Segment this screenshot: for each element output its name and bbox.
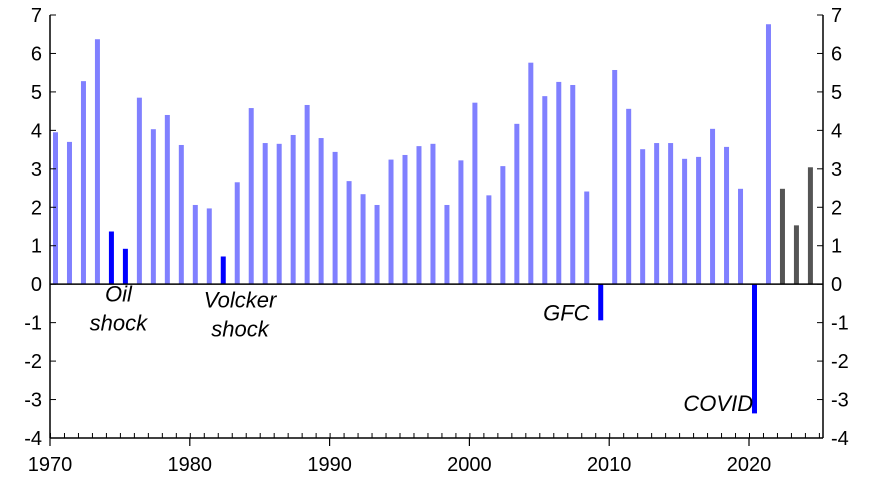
bar-1997 [430,143,436,285]
left-y-tick-label: -2 [24,351,42,373]
bar-2016 [696,156,702,285]
annotation-volcker: Volcker [204,287,278,312]
bar-2015 [682,158,688,285]
bar-2018 [724,146,730,285]
bar-2020 [752,284,757,414]
right-y-tick-label: 2 [831,197,842,219]
right-y-tick-label: -1 [831,313,849,335]
bar-2007 [570,84,576,285]
bar-1981 [206,208,212,285]
bar-2023 [793,225,799,285]
bar-2011 [626,108,632,285]
x-tick-label: 2000 [447,454,492,476]
bar-2006 [556,81,562,285]
bar-1976 [136,97,142,285]
right-y-tick-label: 7 [831,5,842,27]
left-y-tick-label: 1 [31,236,42,258]
left-y-tick-label: 6 [31,43,42,65]
annotation-oil: Oil [105,281,133,306]
annotation-shock: shock [90,310,148,335]
right-y-tick-label: -2 [831,351,849,373]
right-y-tick-label: -4 [831,428,849,450]
bar-1972 [80,81,86,285]
right-y-tick-label: 3 [831,159,842,181]
left-y-tick-label: 7 [31,5,42,27]
right-y-tick-label: 0 [831,274,842,296]
right-y-tick-label: 1 [831,236,842,258]
bar-1998 [444,204,450,285]
chart-marks [53,24,813,414]
left-y-tick-label: 3 [31,159,42,181]
bar-1988 [304,104,310,285]
x-tick-label: 1980 [168,454,213,476]
left-y-tick-label: 4 [31,120,42,142]
bar-1971 [66,141,72,285]
bar-1996 [416,146,422,285]
bar-1975 [122,248,128,285]
bar-2003 [514,123,520,285]
chart-axes: -4 -4 -3 -3 -2 -2 -1 -1 0 0 1 1 2 2 3 3 4 4 5 5 6 6 7 7 1970 1980… [24,5,849,476]
annotation-shock: shock [211,316,269,341]
left-y-tick-label: -1 [24,313,42,335]
left-y-tick-label: -3 [24,390,42,412]
bar-2019 [738,188,744,285]
x-tick-label: 2010 [587,454,632,476]
chart-annotations: Oil shock Volcker shock GFC COVID [90,281,754,416]
bar-1970 [53,132,58,285]
bar-1993 [374,204,380,285]
x-tick-label: 1990 [307,454,352,476]
bar-2000 [472,102,478,285]
bar-1979 [178,144,184,285]
bar-2001 [486,195,492,285]
bar-2013 [654,143,660,285]
bar-2010 [612,69,618,285]
bar-2008 [584,191,590,285]
right-y-tick-label: 4 [831,120,842,142]
right-y-tick-label: -3 [831,390,849,412]
bar-2024 [807,167,813,285]
bar-1991 [346,181,352,285]
bar-2021 [765,24,771,285]
annotation-covid: COVID [683,391,753,416]
left-y-tick-label: -4 [24,428,42,450]
annotation-gfc: GFC [543,301,590,326]
x-tick-label: 2020 [727,454,772,476]
right-y-tick-label: 5 [831,82,842,104]
bar-1995 [402,154,408,285]
bar-1973 [94,39,100,285]
bar-1990 [332,151,338,285]
bar-1999 [458,160,464,285]
bar-1974 [108,231,114,285]
bar-2014 [668,143,674,285]
left-y-tick-label: 5 [31,82,42,104]
x-tick-label: 1970 [28,454,73,476]
bar-1989 [318,138,324,285]
right-y-tick-label: 6 [831,43,842,65]
bar-1977 [150,129,156,285]
bar-2002 [500,166,506,285]
bar-2017 [710,128,716,285]
bar-1985 [262,143,268,285]
bar-1982 [220,256,226,285]
left-y-tick-label: 2 [31,197,42,219]
left-y-tick-label: 0 [31,274,42,296]
bar-2012 [640,149,646,285]
bar-1987 [290,134,296,285]
bar-1986 [276,143,282,285]
bar-1983 [234,182,240,285]
bar-2004 [528,62,534,285]
bar-1994 [388,159,394,285]
bar-1978 [164,114,170,285]
bar-2009 [598,284,604,321]
bar-2022 [779,188,785,285]
bar-1980 [192,204,198,285]
bar-2005 [542,96,548,285]
bar-1992 [360,194,366,285]
bar-1984 [248,108,254,285]
